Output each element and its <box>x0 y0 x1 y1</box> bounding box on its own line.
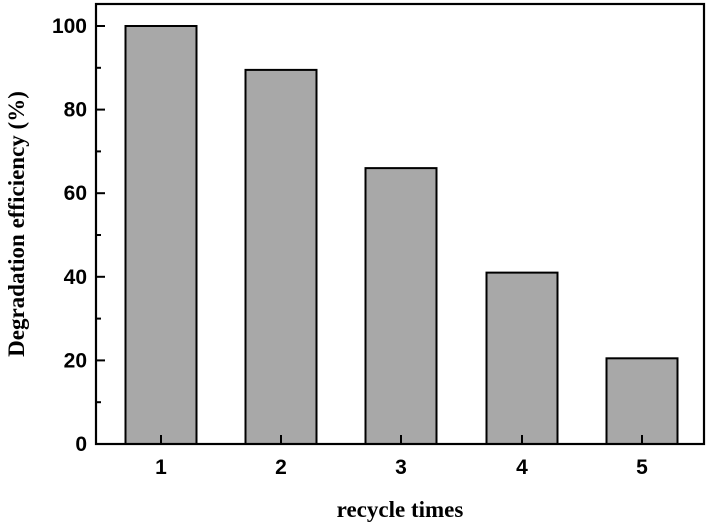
bar-4 <box>485 271 559 445</box>
y-tick-label: 100 <box>52 15 87 38</box>
bar-2 <box>244 68 318 445</box>
y-tick-label: 80 <box>64 99 87 122</box>
y-axis-title: Degradation efficiency (%) <box>4 91 29 357</box>
bar-5 <box>605 357 679 445</box>
bar-3 <box>364 167 438 445</box>
x-tick-label: 3 <box>395 456 407 479</box>
y-axis: 0 20 40 60 80 100 <box>52 15 105 456</box>
y-tick-label: 20 <box>64 349 87 372</box>
y-tick-label: 40 <box>64 266 87 289</box>
x-tick-label: 5 <box>636 456 648 479</box>
y-tick-label: 0 <box>75 433 87 456</box>
bar-series <box>124 25 679 445</box>
x-axis-title: recycle times <box>337 497 464 522</box>
x-tick-label: 4 <box>516 456 528 479</box>
x-tick-label: 2 <box>275 456 287 479</box>
x-tick-label: 1 <box>155 456 167 479</box>
x-axis: 1 2 3 4 5 <box>155 435 648 479</box>
y-tick-label: 60 <box>64 182 87 205</box>
bar-1 <box>124 25 198 445</box>
